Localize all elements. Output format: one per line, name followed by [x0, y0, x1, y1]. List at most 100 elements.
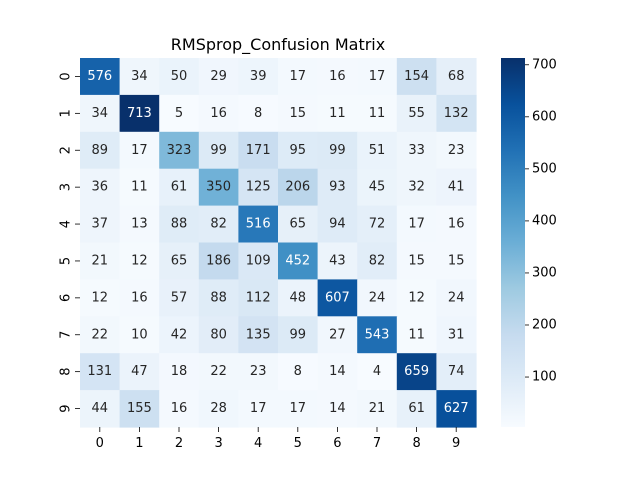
cell-9-8: [396, 390, 437, 428]
cell-1-9: [436, 94, 477, 133]
cell-label-9-6: 14: [329, 401, 346, 416]
cell-label-7-1: 10: [131, 327, 148, 342]
cell-label-7-7: 543: [365, 327, 390, 342]
y-tick-label-8: 8: [59, 368, 74, 376]
cell-label-0-4: 39: [250, 69, 267, 84]
cell-label-2-9: 23: [448, 143, 465, 158]
cell-1-2: [159, 94, 200, 133]
cell-label-3-5: 206: [285, 180, 310, 195]
cell-label-3-6: 93: [329, 180, 346, 195]
x-tick-label-5: 5: [294, 436, 302, 451]
cell-label-2-2: 323: [167, 143, 192, 158]
cell-5-9: [436, 242, 477, 280]
cell-label-3-0: 36: [92, 180, 109, 195]
cell-6-6: [317, 279, 358, 317]
cell-label-5-0: 21: [92, 253, 109, 268]
cell-label-2-5: 95: [290, 143, 307, 158]
cell-1-0: [80, 94, 121, 133]
cell-4-9: [436, 205, 477, 244]
cell-4-8: [396, 205, 437, 244]
cell-4-5: [278, 205, 319, 244]
cell-label-1-3: 16: [210, 106, 227, 121]
cell-8-4: [238, 353, 279, 391]
cell-label-3-7: 45: [369, 180, 386, 195]
cell-label-7-8: 11: [408, 327, 425, 342]
x-tick-label-9: 9: [452, 436, 460, 451]
cell-label-7-3: 80: [210, 327, 227, 342]
cell-9-2: [159, 390, 200, 428]
cell-label-8-7: 4: [373, 364, 381, 379]
cell-label-6-4: 112: [246, 290, 271, 305]
cell-label-4-7: 72: [369, 217, 386, 232]
cell-label-9-1: 155: [127, 401, 152, 416]
x-tick-label-4: 4: [254, 436, 262, 451]
cell-5-8: [396, 242, 437, 280]
cell-label-4-1: 13: [131, 217, 148, 232]
cell-0-5: [278, 58, 319, 96]
cell-label-2-7: 51: [369, 143, 386, 158]
cell-label-1-2: 5: [175, 106, 183, 121]
cell-3-6: [317, 168, 358, 207]
cell-label-6-0: 12: [92, 290, 109, 305]
cell-label-7-2: 42: [171, 327, 188, 342]
colorbar-tick-label-1: 200: [532, 317, 557, 332]
cell-2-2: [159, 131, 200, 170]
cell-label-2-4: 171: [246, 143, 271, 158]
cell-label-8-5: 8: [294, 364, 302, 379]
y-tick-label-7: 7: [59, 331, 74, 339]
cell-4-6: [317, 205, 358, 244]
cell-8-9: [436, 353, 477, 391]
cell-label-7-6: 27: [329, 327, 346, 342]
cell-4-1: [119, 205, 160, 244]
cell-label-1-6: 11: [329, 106, 346, 121]
cell-label-7-5: 99: [290, 327, 307, 342]
cell-8-0: [80, 353, 121, 391]
cell-2-8: [396, 131, 437, 170]
colorbar-tick-label-5: 600: [532, 109, 557, 124]
cell-label-3-4: 125: [246, 180, 271, 195]
cell-label-8-2: 18: [171, 364, 188, 379]
cell-label-5-6: 43: [329, 253, 346, 268]
cell-label-5-5: 452: [285, 253, 310, 268]
chart-title: RMSprop_Confusion Matrix: [171, 35, 385, 55]
cell-6-7: [357, 279, 398, 317]
cell-label-8-1: 47: [131, 364, 148, 379]
cell-label-7-9: 31: [448, 327, 465, 342]
cell-0-0: [80, 58, 121, 96]
cell-label-9-7: 21: [369, 401, 386, 416]
cell-6-5: [278, 279, 319, 317]
cell-3-1: [119, 168, 160, 207]
cell-6-3: [198, 279, 239, 317]
cell-3-4: [238, 168, 279, 207]
cell-label-2-8: 33: [408, 143, 425, 158]
cell-label-9-5: 17: [290, 401, 307, 416]
cell-label-5-7: 82: [369, 253, 386, 268]
cell-label-4-2: 88: [171, 217, 188, 232]
cell-5-3: [198, 242, 239, 280]
cell-6-9: [436, 279, 477, 317]
cell-label-8-6: 14: [329, 364, 346, 379]
cell-label-8-4: 23: [250, 364, 267, 379]
cell-label-1-8: 55: [408, 106, 425, 121]
x-tick-label-1: 1: [135, 436, 143, 451]
cell-7-3: [198, 316, 239, 354]
cell-label-0-3: 29: [210, 69, 227, 84]
y-axis: 0 1 2 3 4 5 6 7 8 9: [59, 72, 80, 413]
cell-label-4-6: 94: [329, 217, 346, 232]
cell-0-2: [159, 58, 200, 96]
cell-9-6: [317, 390, 358, 428]
cell-0-4: [238, 58, 279, 96]
cell-label-4-0: 37: [92, 217, 109, 232]
cell-label-9-8: 61: [408, 401, 425, 416]
cell-label-9-3: 28: [210, 401, 227, 416]
x-tick-label-6: 6: [333, 436, 341, 451]
cell-label-0-9: 68: [448, 69, 465, 84]
cell-8-1: [119, 353, 160, 391]
y-tick-label-3: 3: [59, 183, 74, 191]
cell-2-1: [119, 131, 160, 170]
cell-4-0: [80, 205, 121, 244]
cell-label-5-2: 65: [171, 253, 188, 268]
cell-label-3-2: 61: [171, 180, 188, 195]
x-tick-label-7: 7: [373, 436, 381, 451]
